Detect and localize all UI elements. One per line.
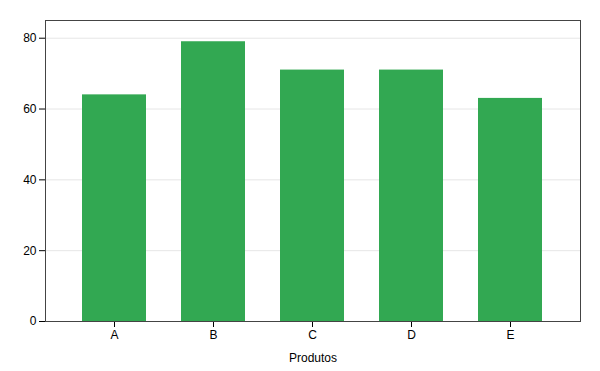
svg-text:D: D <box>407 328 416 342</box>
svg-text:60: 60 <box>23 102 37 116</box>
svg-text:C: C <box>308 328 317 342</box>
svg-text:80: 80 <box>23 31 37 45</box>
svg-text:0: 0 <box>30 314 37 328</box>
svg-text:E: E <box>506 328 514 342</box>
svg-text:20: 20 <box>23 244 37 258</box>
svg-text:A: A <box>110 328 118 342</box>
svg-text:Produtos: Produtos <box>289 351 337 365</box>
svg-text:B: B <box>209 328 217 342</box>
svg-text:40: 40 <box>23 173 37 187</box>
